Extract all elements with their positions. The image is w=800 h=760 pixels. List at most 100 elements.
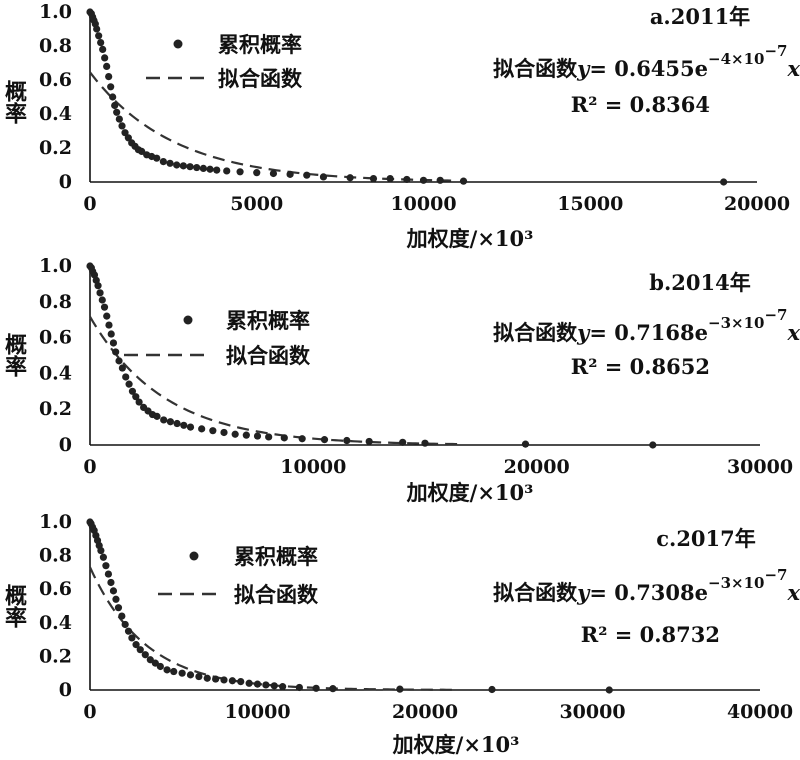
eq-x: x: [786, 320, 800, 345]
x-tick-label: 0: [83, 456, 96, 478]
legend: 累积概率 拟合函数: [158, 544, 319, 607]
data-point: [118, 364, 126, 372]
data-point: [132, 641, 140, 649]
legend: 累积概率 拟合函数: [146, 32, 303, 91]
eq-prefix: 拟合函数: [493, 580, 578, 605]
x-tick-label: 30000: [727, 456, 793, 478]
data-point: [320, 436, 329, 444]
data-point: [109, 587, 118, 595]
data-point: [107, 578, 115, 587]
data-point: [160, 416, 168, 424]
y-axis-label: 概率: [1, 79, 27, 124]
data-point: [97, 39, 105, 47]
data-point: [98, 296, 106, 304]
data-point: [203, 674, 211, 682]
data-point: [421, 439, 429, 447]
data-point: [166, 159, 174, 167]
eq-exponent-power: −7: [764, 566, 787, 584]
legend-fit-label: 拟合函数: [226, 343, 311, 368]
eq-prefix: 拟合函数: [493, 320, 578, 345]
data-point: [93, 25, 101, 33]
data-point: [102, 562, 110, 570]
panel-label: b.2014年: [649, 270, 750, 295]
eq-equals: = 0.7168e: [589, 320, 708, 345]
fit-curve: [89, 71, 457, 182]
data-point: [329, 685, 337, 693]
data-point: [220, 428, 228, 437]
data-point: [206, 165, 214, 173]
data-point: [96, 289, 104, 297]
data-point: [270, 682, 278, 690]
data-point: [521, 440, 530, 448]
legend-point-marker: [173, 39, 183, 49]
data-point: [124, 627, 133, 635]
x-tick-label: 20000: [504, 456, 570, 478]
data-point: [488, 685, 496, 694]
x-tick-label: 5000: [230, 193, 283, 215]
x-tick-label: 10000: [280, 456, 346, 478]
fit-equation: 拟合函数y= 0.7308e−3×10−7x: [493, 566, 800, 605]
data-point: [105, 73, 113, 81]
data-point: [128, 387, 137, 395]
eq-exponent: −3×10: [708, 314, 764, 332]
x-tick-labels: 0 5000 10000 15000 20000: [83, 193, 790, 215]
x-tick-label: 20000: [724, 193, 790, 215]
data-point: [186, 671, 195, 679]
legend-fit-label: 拟合函数: [234, 582, 319, 607]
y-axis-label: 概率: [1, 583, 27, 628]
data-point: [121, 620, 129, 629]
data-point: [118, 612, 126, 620]
data-point: [236, 168, 244, 176]
data-point: [94, 282, 102, 290]
data-point: [186, 163, 194, 171]
y-tick-label: 0.4: [39, 612, 72, 634]
x-tick-label: 0: [83, 193, 96, 215]
eq-exponent-power: −7: [764, 306, 787, 324]
data-point: [118, 122, 126, 130]
data-point: [179, 162, 187, 170]
eq-x: x: [786, 56, 800, 81]
data-point: [253, 169, 261, 177]
data-point: [213, 166, 221, 174]
data-point: [109, 93, 117, 101]
fit-line-group: [89, 316, 459, 446]
data-point: [231, 430, 239, 438]
eq-exponent: −4×10: [708, 50, 764, 68]
r-squared: R² = 0.8364: [571, 92, 710, 117]
panel-2011: 0 0.2 0.4 0.6 0.8 1.0 0 5000 10000 15000 20000 概率…: [1, 1, 800, 251]
data-point: [99, 45, 107, 54]
data-point: [166, 418, 174, 426]
y-tick-label: 1.0: [39, 511, 72, 533]
points-group: [86, 8, 728, 186]
fit-equation: 拟合函数y= 0.7168e−3×10−7x: [493, 306, 800, 345]
data-point: [298, 435, 306, 443]
data-point: [141, 651, 149, 659]
data-point: [399, 438, 407, 446]
legend-points-label: 累积概率: [234, 544, 318, 569]
data-point: [605, 686, 613, 694]
data-point: [103, 312, 111, 320]
panel-label: a.2011年: [650, 4, 750, 29]
y-tick-label: 0.4: [39, 362, 72, 384]
y-tick-label: 0.2: [39, 645, 72, 667]
x-tick-labels: 0 10000 20000 30000: [83, 456, 793, 478]
data-point: [99, 553, 107, 561]
data-point: [103, 62, 111, 70]
eq-equals: = 0.7308e: [589, 580, 708, 605]
data-point: [403, 175, 411, 184]
data-point: [124, 134, 132, 142]
data-point: [436, 176, 444, 184]
y-tick-label: 1.0: [39, 1, 72, 23]
data-point: [265, 433, 273, 441]
data-point: [156, 662, 164, 671]
panel-2014: 0 0.2 0.4 0.6 0.8 1.0 0 10000 20000 30000 概率 加权度…: [1, 255, 800, 505]
data-point: [198, 425, 206, 433]
data-point: [303, 171, 311, 179]
data-point: [253, 432, 262, 440]
legend: 累积概率 拟合函数: [124, 308, 311, 368]
data-point: [262, 681, 270, 689]
data-point: [386, 175, 394, 183]
y-tick-label: 0.8: [39, 35, 72, 57]
data-point: [112, 348, 120, 356]
